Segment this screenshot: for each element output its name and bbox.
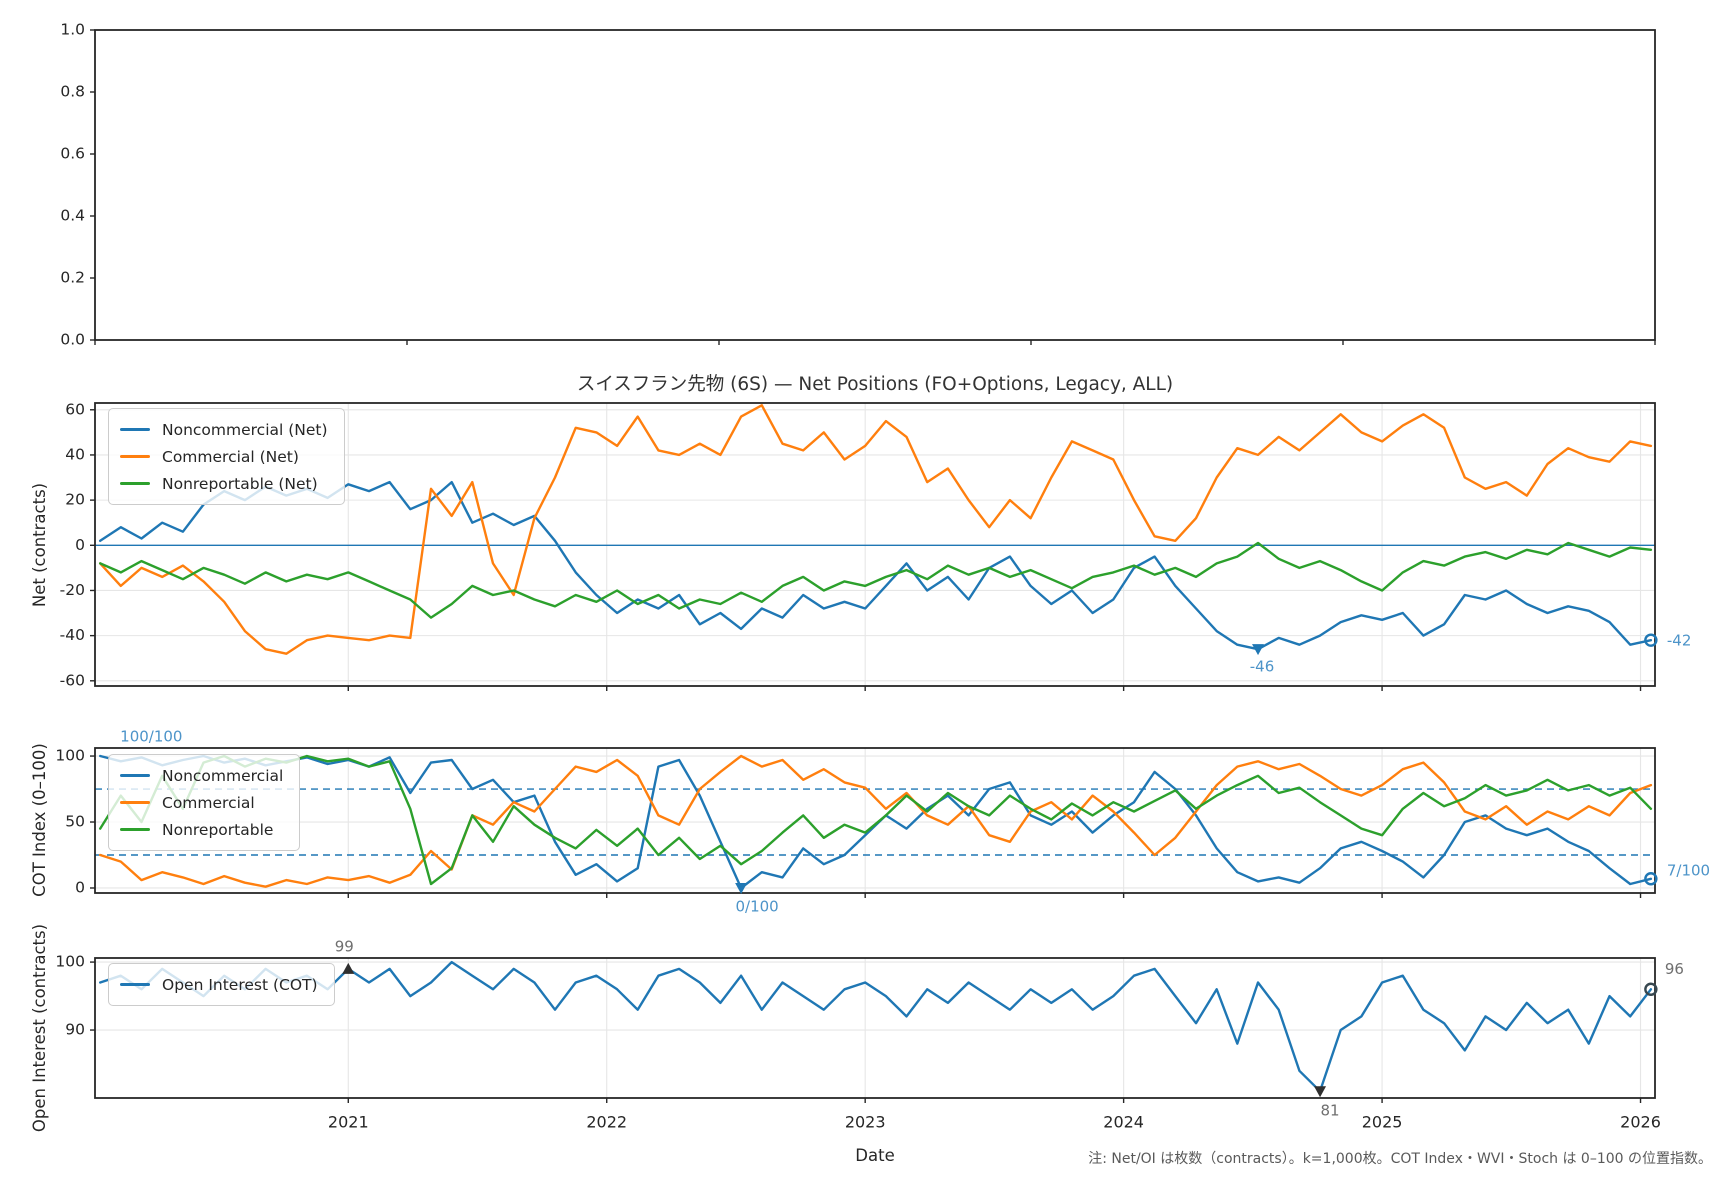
annotation-label: 81 bbox=[1321, 1102, 1340, 1120]
annotation-label: -46 bbox=[1250, 658, 1275, 676]
x-tick-label: 2025 bbox=[1362, 1113, 1403, 1132]
annotation-label: 99 bbox=[335, 937, 354, 955]
series-line-nonreportable bbox=[98, 754, 1653, 886]
series-line-open-interest-cot- bbox=[98, 960, 1653, 1093]
x-tick-label: 2026 bbox=[1620, 1113, 1661, 1132]
legend-label: Nonreportable bbox=[162, 820, 274, 839]
annotation-label: 100/100 bbox=[120, 728, 182, 746]
y-tick-label: -60 bbox=[60, 671, 85, 689]
y-tick-label: 40 bbox=[65, 445, 85, 463]
series-line-commercial-net- bbox=[98, 404, 1653, 655]
legend-swatch bbox=[120, 454, 150, 459]
legend-item: Open Interest (COT) bbox=[120, 971, 318, 998]
y-tick-label: 1.0 bbox=[60, 21, 85, 39]
legend-label: Commercial (Net) bbox=[162, 447, 299, 466]
legend-item: Commercial (Net) bbox=[120, 443, 328, 470]
legend-label: Open Interest (COT) bbox=[162, 975, 318, 994]
y-tick-label: 0.0 bbox=[60, 331, 85, 349]
legend-item: Commercial bbox=[120, 789, 283, 816]
y-tick-label: 50 bbox=[65, 813, 85, 831]
footer-note: 注: Net/OI は枚数（contracts）。k=1,000枚。COT In… bbox=[1088, 1151, 1712, 1167]
annotation-marker-down bbox=[735, 882, 748, 894]
annotation-label: 7/100 bbox=[1667, 861, 1710, 879]
axes-spine bbox=[94, 747, 1656, 894]
y-tick-label: -20 bbox=[60, 581, 85, 599]
y-tick-label: 20 bbox=[65, 491, 85, 509]
axes-spine bbox=[94, 957, 1656, 1099]
legend-item: Nonreportable (Net) bbox=[120, 470, 328, 497]
legend-swatch bbox=[120, 481, 150, 486]
legend-item: Noncommercial bbox=[120, 762, 283, 789]
annotation-marker-down bbox=[1252, 644, 1265, 656]
annotation-marker-circle bbox=[1644, 872, 1658, 886]
legend-label: Noncommercial (Net) bbox=[162, 420, 328, 439]
y-tick-label: 100 bbox=[55, 953, 85, 971]
annotation-label: -42 bbox=[1667, 632, 1692, 650]
ylabel-open-interest: Open Interest (contracts) bbox=[30, 923, 49, 1133]
axes-spine bbox=[94, 29, 1656, 341]
y-tick-label: -40 bbox=[60, 626, 85, 644]
x-tick-label: 2024 bbox=[1103, 1113, 1144, 1132]
annotation-marker-up bbox=[342, 962, 355, 974]
annotation-marker-circle bbox=[1644, 633, 1658, 647]
legend-net-positions: Noncommercial (Net) Commercial (Net) Nonre… bbox=[108, 408, 345, 505]
series-line-noncommercial-net- bbox=[98, 480, 1653, 651]
legend-cot-index: Noncommercial Commercial Nonreportable bbox=[108, 754, 301, 851]
y-tick-label: 0.2 bbox=[60, 269, 85, 287]
legend-swatch bbox=[120, 427, 150, 432]
y-tick-label: 0 bbox=[75, 878, 85, 896]
y-tick-label: 60 bbox=[65, 400, 85, 418]
y-tick-label: 0.6 bbox=[60, 145, 85, 163]
y-tick-label: 0.8 bbox=[60, 83, 85, 101]
y-tick-label: 0 bbox=[75, 536, 85, 554]
legend-item: Nonreportable bbox=[120, 816, 283, 843]
xlabel-date: Date bbox=[855, 1146, 895, 1165]
legend-swatch bbox=[120, 800, 150, 805]
legend-label: Nonreportable (Net) bbox=[162, 474, 318, 493]
legend-swatch bbox=[120, 773, 150, 778]
annotation-marker-down bbox=[1314, 1086, 1327, 1098]
annotation-label: 96 bbox=[1665, 960, 1684, 978]
x-tick-label: 2022 bbox=[586, 1113, 627, 1132]
annotation-label: 0/100 bbox=[736, 897, 779, 915]
y-tick-label: 100 bbox=[55, 747, 85, 765]
ylabel-net-contracts: Net (contracts) bbox=[30, 482, 49, 608]
series-line-nonreportable-net- bbox=[98, 541, 1653, 619]
legend-label: Commercial bbox=[162, 793, 255, 812]
x-tick-label: 2021 bbox=[328, 1113, 369, 1132]
legend-open-interest: Open Interest (COT) bbox=[108, 963, 335, 1006]
series-line-commercial bbox=[98, 754, 1653, 888]
ylabel-cot-index: COT Index (0–100) bbox=[30, 743, 49, 897]
legend-label: Noncommercial bbox=[162, 766, 284, 785]
x-tick-label: 2023 bbox=[845, 1113, 886, 1132]
y-tick-label: 0.4 bbox=[60, 207, 85, 225]
legend-item: Noncommercial (Net) bbox=[120, 416, 328, 443]
y-tick-label: 90 bbox=[65, 1021, 85, 1039]
axes-spine bbox=[94, 402, 1656, 687]
annotation-marker-circle bbox=[1644, 982, 1658, 996]
chart-title: スイスフラン先物 (6S) — Net Positions (FO+Option… bbox=[576, 374, 1174, 395]
legend-swatch bbox=[120, 827, 150, 832]
legend-swatch bbox=[120, 982, 150, 987]
